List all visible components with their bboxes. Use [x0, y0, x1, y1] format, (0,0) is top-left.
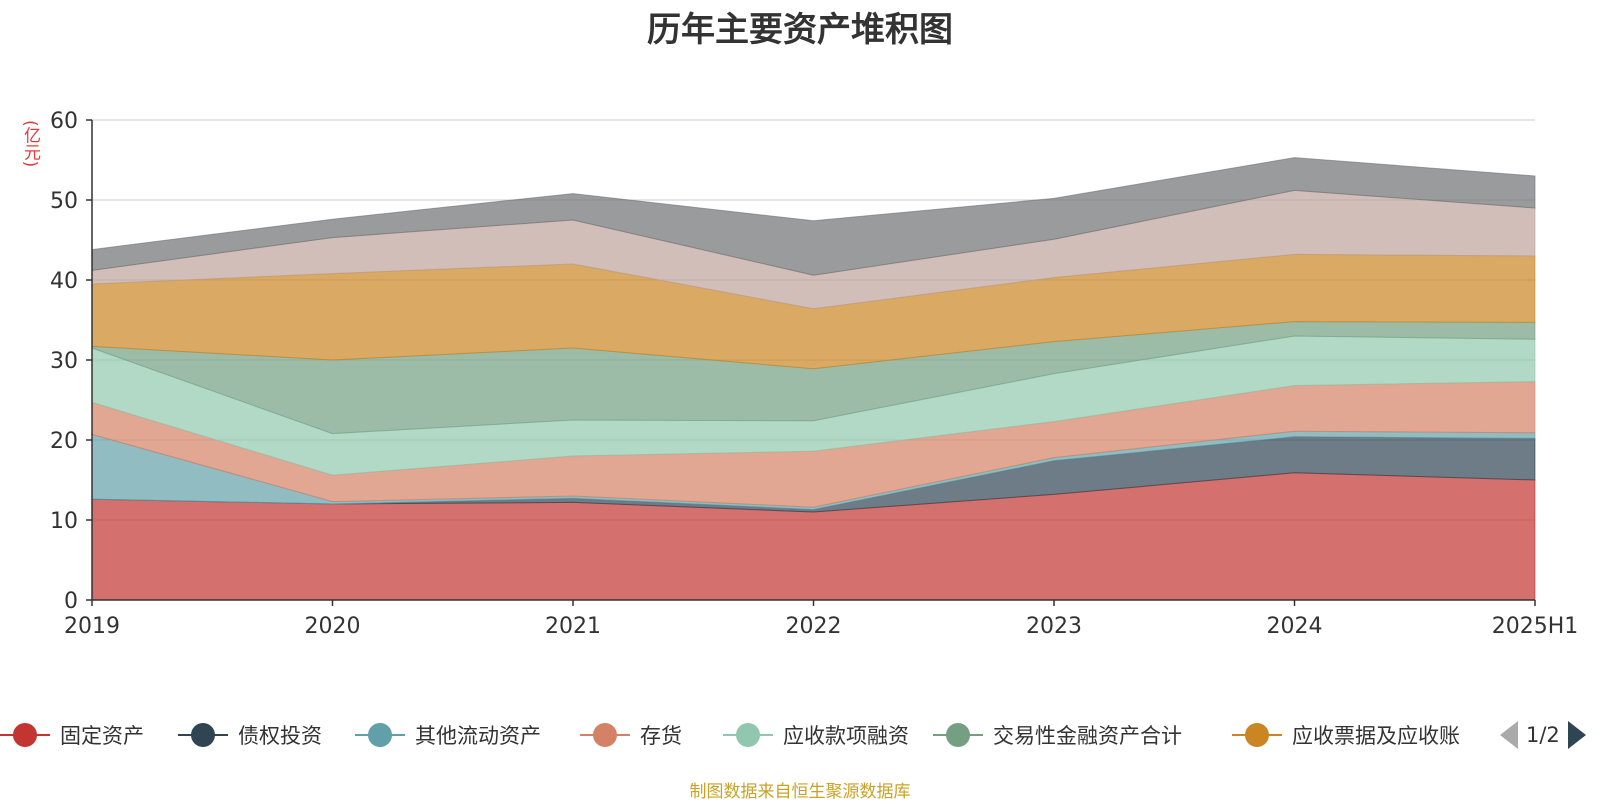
- y-tick-label-60: 60: [50, 109, 78, 134]
- legend-item-4[interactable]: 应收款项融资: [723, 718, 909, 752]
- legend-label: 交易性金融资产合计: [993, 724, 1182, 748]
- area-series-8: [91, 157, 1536, 276]
- y-tick-label-30: 30: [50, 349, 78, 374]
- legend: 固定资产 债权投资 其他流动资产 存货 应收款项融资 交易性金融资产合计 应收票据及应收账: [0, 718, 1600, 752]
- x-tick-label-2024: 2024: [1267, 614, 1323, 639]
- legend-page-indicator: 1/2: [1526, 723, 1560, 747]
- legend-item-6[interactable]: 应收票据及应收账: [1232, 718, 1460, 752]
- legend-marker-icon: [178, 722, 228, 748]
- legend-item-1[interactable]: 债权投资: [178, 718, 322, 752]
- y-tick-label-20: 20: [50, 429, 78, 454]
- legend-item-2[interactable]: 其他流动资产: [355, 718, 541, 752]
- x-tick-label-2023: 2023: [1026, 614, 1082, 639]
- legend-label: 其他流动资产: [415, 724, 541, 748]
- next-page-icon[interactable]: [1567, 721, 1586, 749]
- legend-marker-icon: [355, 722, 405, 748]
- x-tick-label-2022: 2022: [786, 614, 842, 639]
- data-source-note: 制图数据来自恒生聚源数据库: [689, 782, 911, 802]
- legend-marker-icon: [0, 722, 50, 748]
- y-axis-unit: (亿元): [20, 120, 40, 168]
- y-tick-label-40: 40: [50, 269, 78, 294]
- legend-marker-icon: [933, 722, 983, 748]
- legend-item-0[interactable]: 固定资产: [0, 718, 144, 752]
- y-tick-label-0: 0: [64, 589, 78, 614]
- x-tick-label-2020: 2020: [305, 614, 361, 639]
- x-tick-label-2019: 2019: [64, 614, 120, 639]
- legend-label: 存货: [640, 724, 682, 748]
- legend-label: 债权投资: [238, 724, 322, 748]
- prev-page-icon[interactable]: [1500, 721, 1518, 749]
- legend-item-3[interactable]: 存货: [580, 718, 682, 752]
- legend-marker-icon: [723, 722, 773, 748]
- legend-marker-icon: [580, 722, 630, 748]
- legend-marker-icon: [1232, 722, 1282, 748]
- legend-label: 固定资产: [60, 724, 144, 748]
- legend-item-5[interactable]: 交易性金融资产合计: [933, 718, 1182, 752]
- x-tick-label-2021: 2021: [545, 614, 601, 639]
- legend-pager: 1/2: [1500, 718, 1586, 752]
- legend-label: 应收票据及应收账: [1292, 724, 1460, 748]
- chart-title: 历年主要资产堆积图: [647, 10, 953, 50]
- stacked-area-chart: 0 10 20 30 40 50 60 2019 2020 2021 2022 2023 2024 202…: [50, 109, 1579, 639]
- y-tick-label-50: 50: [50, 189, 78, 214]
- y-tick-label-10: 10: [50, 509, 78, 534]
- x-tick-label-2025H1: 2025H1: [1492, 614, 1579, 639]
- legend-label: 应收款项融资: [783, 724, 909, 748]
